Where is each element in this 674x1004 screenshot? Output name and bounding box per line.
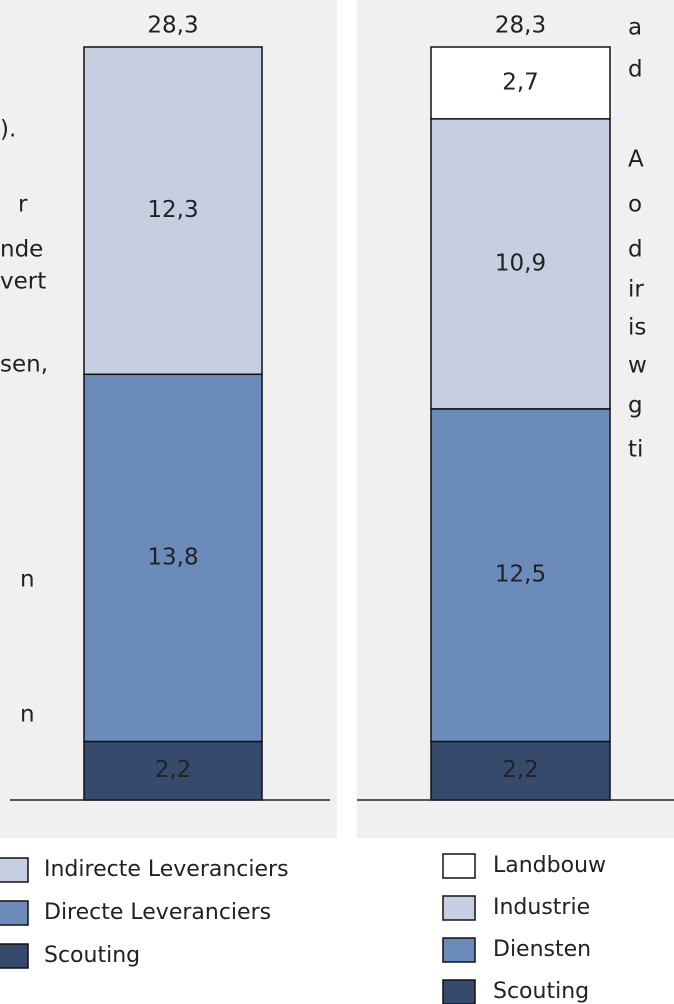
body-text: sen, — [0, 352, 48, 378]
total-label: 28,3 — [147, 13, 198, 39]
body-text: a — [628, 15, 642, 41]
body-text: A — [628, 147, 644, 173]
legend-swatch — [0, 857, 29, 883]
data-label: 12,5 — [495, 562, 546, 588]
bar-segment — [83, 46, 263, 376]
body-text: is — [628, 315, 646, 341]
body-text: n — [20, 702, 35, 728]
data-label: 2,2 — [502, 757, 539, 783]
data-label: 12,3 — [147, 197, 198, 223]
body-text: n — [20, 567, 35, 593]
data-label: 13,8 — [147, 544, 198, 570]
legend-swatch — [0, 943, 29, 969]
data-label: 2,7 — [502, 69, 539, 95]
legend-label: Landbouw — [493, 853, 606, 878]
body-text: nde — [0, 237, 43, 263]
data-label: 2,2 — [155, 757, 192, 783]
body-text: d — [628, 237, 643, 263]
legend-label: Scouting — [493, 979, 589, 1004]
bar-segment — [83, 373, 263, 743]
legend-swatch — [442, 853, 476, 879]
legend-label: Indirecte Leveranciers — [44, 857, 289, 882]
body-text: ). — [0, 117, 16, 143]
bar-segment — [430, 408, 611, 743]
legend-label: Scouting — [44, 943, 140, 968]
bar-segment — [430, 118, 611, 410]
bar-segment — [430, 740, 611, 801]
body-text: o — [628, 192, 642, 218]
legend-swatch — [442, 895, 476, 921]
legend-swatch — [0, 900, 29, 926]
legend-label: Directe Leveranciers — [44, 900, 271, 925]
body-text: d — [628, 57, 643, 83]
legend-label: Industrie — [493, 895, 590, 920]
body-text: w — [628, 353, 647, 379]
body-text: ti — [628, 437, 643, 463]
body-text: r — [18, 192, 28, 218]
body-text: g — [628, 393, 643, 419]
data-label: 10,9 — [495, 250, 546, 276]
bar-segment — [430, 46, 611, 120]
legend-swatch — [442, 979, 476, 1004]
legend-label: Diensten — [493, 937, 591, 962]
total-label: 28,3 — [495, 13, 546, 39]
body-text: vert — [0, 269, 46, 295]
body-text: ir — [628, 277, 644, 303]
legend-swatch — [442, 937, 476, 963]
